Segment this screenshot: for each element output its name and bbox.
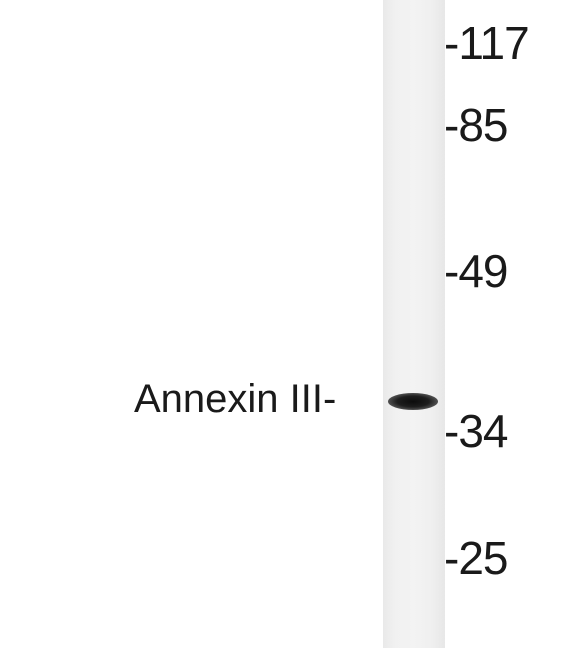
marker-49: -49: [444, 245, 508, 297]
marker-25: -25: [444, 532, 508, 584]
protein-band: [388, 393, 438, 410]
marker-34: -34: [444, 405, 508, 457]
marker-117: -117: [444, 17, 530, 69]
blot-lane: [383, 0, 445, 648]
band-label: Annexin III-: [134, 377, 337, 421]
marker-85: -85: [444, 99, 508, 151]
